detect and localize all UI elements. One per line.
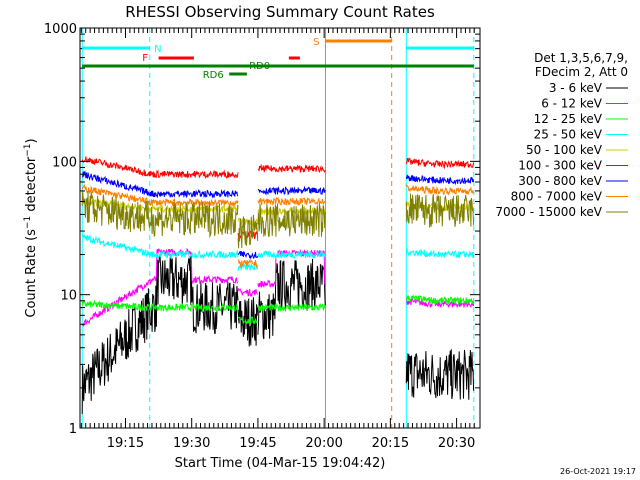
series-line [405,157,475,170]
x-tick-label: 19:15 [107,436,144,451]
axis-ticks: 1 10 100 1000 19:15 19:30 19:45 20:00 20:15 20:30 [44,22,480,451]
series-line [81,184,239,208]
y-axis-label: Count Rate (s−1 detector−1) [23,138,39,317]
legend: Det 1,3,5,6,7,9,FDecim 2, Att 0 3 - 6 keV… [495,51,628,219]
flag-label-n: N [154,44,161,55]
series-line [81,299,239,313]
series-line [82,170,239,199]
flag-label-rd6: RD6 [203,70,224,81]
legend-entry-label: 100 - 300 keV [518,159,602,173]
y-tick-label: 1000 [44,22,77,37]
x-tick-label: 20:00 [305,436,342,451]
legend-header-line: Det 1,3,5,6,7,9, [534,51,628,65]
legend-entry-label: 3 - 6 keV [549,81,603,95]
series-line [257,302,326,313]
legend-entry-label: 12 - 25 keV [534,112,603,126]
series-line [257,163,326,174]
series-line [237,316,259,325]
y-tick-label: 100 [52,155,77,170]
series-line [237,297,259,347]
series-line [257,185,326,196]
y-tick-label: 10 [60,289,77,304]
series-line [237,250,259,260]
x-tick-label: 20:30 [438,436,475,451]
chart-title: RHESSI Observing Summary Count Rates [125,3,435,21]
legend-entry-label: 7000 - 15000 keV [495,205,602,219]
series-line [237,288,259,298]
legend-entry-label: 6 - 12 keV [541,97,603,111]
series-line [81,247,239,327]
legend-entry-label: 800 - 7000 keV [511,190,603,204]
legend-entry-label: 300 - 800 keV [518,174,602,188]
x-tick-label: 20:15 [372,436,409,451]
x-tick-label: 19:30 [173,436,210,451]
series-line [257,203,326,237]
series-line [405,293,475,306]
footer-date: 26-Oct-2021 19:17 [560,467,636,476]
flag-label-rd0: RD0 [249,61,270,72]
series-line [405,349,475,400]
series-line [257,250,326,260]
series-line [405,193,475,228]
flag-label-f: F [142,53,148,64]
x-axis-label: Start Time (04-Mar-15 19:04:42) [175,456,386,471]
y-tick-label: 1 [69,422,77,437]
series-line [81,234,239,260]
flag-label-s: S [313,37,319,48]
series-line [237,214,259,249]
series-line [257,258,326,340]
series-line [237,263,259,271]
series-line [81,253,239,414]
observing-flags: NF S RD0 RD6 [82,37,474,81]
legend-entry-label: 25 - 50 keV [534,128,603,142]
series-line [81,190,239,239]
x-tick-label: 19:45 [239,436,276,451]
series-line [405,174,475,186]
series-line [237,258,258,269]
plot-area [81,28,475,428]
legend-entry-label: 50 - 100 keV [526,143,603,157]
series-line [405,248,475,259]
series-line [257,196,326,206]
series-line [81,156,239,180]
series-line [405,183,474,196]
legend-header-line: FDecim 2, Att 0 [535,65,628,79]
